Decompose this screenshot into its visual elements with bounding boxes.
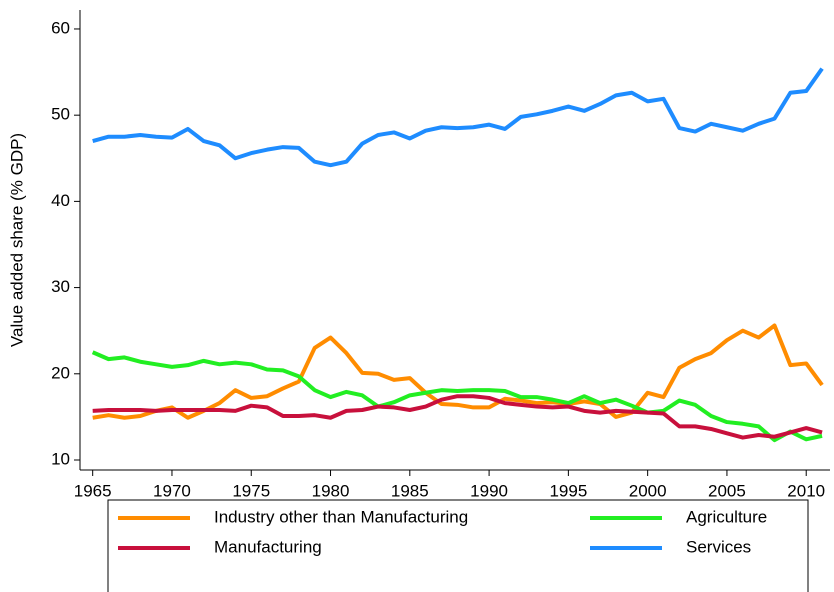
x-tick-label: 1965 xyxy=(74,481,112,500)
x-tick-label: 2000 xyxy=(629,481,667,500)
series-line xyxy=(91,350,823,443)
legend-label: Industry other than Manufacturing xyxy=(214,507,468,526)
legend-label: Services xyxy=(686,537,751,556)
legend-box xyxy=(107,499,809,592)
y-tick-label: 40 xyxy=(51,191,70,210)
y-tick-label: 30 xyxy=(51,277,70,296)
x-tick-label: 2005 xyxy=(708,481,746,500)
y-axis-label: Value added share (% GDP) xyxy=(7,133,26,347)
x-tick-label: 1985 xyxy=(391,481,429,500)
x-tick-label: 1975 xyxy=(232,481,270,500)
series-line xyxy=(92,67,824,168)
x-tick-label: 1980 xyxy=(312,481,350,500)
x-tick-label: 2010 xyxy=(787,481,825,500)
x-tick-label: 1970 xyxy=(153,481,191,500)
series-line xyxy=(92,394,823,440)
y-tick-label: 20 xyxy=(51,363,70,382)
series-line xyxy=(92,323,824,420)
x-tick-label: 1995 xyxy=(549,481,587,500)
y-tick-label: 60 xyxy=(51,18,70,37)
legend-label: Agriculture xyxy=(686,507,767,526)
x-tick-label: 1990 xyxy=(470,481,508,500)
legend-label: Manufacturing xyxy=(214,537,322,556)
y-tick-label: 50 xyxy=(51,105,70,124)
y-tick-label: 10 xyxy=(51,449,70,468)
